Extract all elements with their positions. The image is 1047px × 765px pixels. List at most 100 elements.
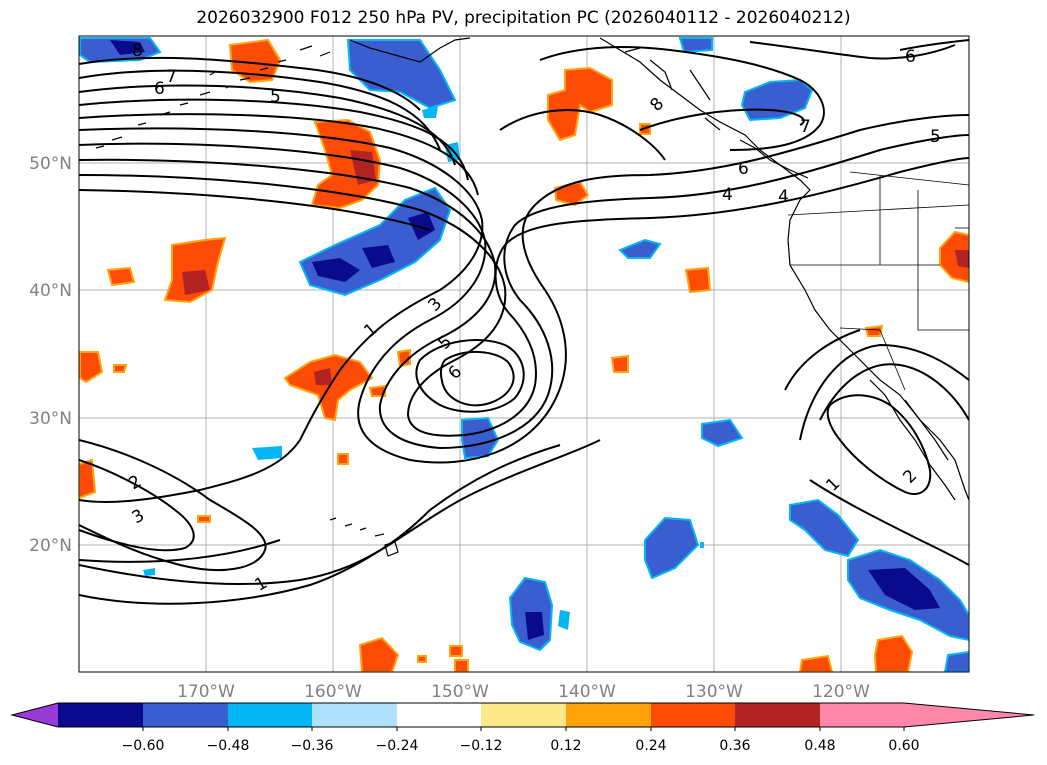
lat-label-40n: 40°N: [29, 281, 72, 301]
precip-blob: [417, 655, 427, 663]
pv-contour: [79, 134, 969, 450]
colorbar-tick-label: −0.36: [291, 738, 334, 754]
political-borders: [787, 171, 969, 391]
contour-label: 5: [930, 127, 941, 147]
map-title: 2026032900 F012 250 hPa PV, precipitatio…: [196, 8, 851, 28]
lon-label-120w: 120°W: [812, 682, 870, 702]
latitude-labels: 50°N 40°N 30°N 20°N: [29, 154, 72, 556]
precip-blob: [454, 659, 469, 672]
colorbar-tick-label: −0.12: [460, 738, 503, 754]
lat-label-30n: 30°N: [29, 409, 72, 429]
contour-label: 6: [905, 47, 916, 67]
pv-contour: [79, 189, 431, 231]
pv-contour: [539, 46, 825, 151]
contour-label: 7: [166, 67, 177, 87]
pv-contour: [784, 329, 861, 391]
colorbar-segment: [228, 703, 312, 727]
pv-contour: [79, 56, 421, 111]
contour-label: 7: [800, 117, 811, 137]
precip-blob: [408, 212, 435, 240]
colorbar-segment: [143, 703, 228, 727]
colorbar-tick-label: 0.60: [888, 738, 919, 754]
colorbar-segment: [58, 703, 143, 727]
colorbar-tick-label: −0.48: [207, 738, 250, 754]
pv-contour: [439, 350, 515, 407]
lat-label-20n: 20°N: [29, 536, 72, 556]
contour-label: 6: [738, 159, 749, 179]
pv-contours: [79, 39, 969, 605]
precip-blob: [684, 266, 712, 294]
pv-contour: [79, 157, 969, 437]
precip-negative-areas: [79, 37, 969, 672]
precip-blob: [252, 446, 282, 460]
precip-blob: [547, 66, 613, 142]
colorbar-tick-label: −0.60: [122, 738, 165, 754]
precip-blob: [525, 612, 544, 640]
lat-label-50n: 50°N: [29, 154, 72, 174]
pv-contour: [799, 343, 969, 441]
precip-blob: [422, 106, 438, 118]
contour-label: 8: [132, 41, 143, 61]
precip-blob: [106, 266, 136, 287]
pv-contour: [79, 84, 456, 166]
colorbar-segment: [481, 703, 566, 727]
pv-contour: [79, 114, 969, 464]
precip-blob: [362, 245, 395, 268]
precip-blob: [618, 238, 662, 259]
precip-blob: [396, 348, 411, 368]
precip-blob: [864, 324, 884, 337]
pv-contour: [819, 363, 969, 421]
lon-label-150w: 150°W: [431, 682, 489, 702]
precip-blob: [868, 568, 940, 610]
precip-blob: [228, 38, 282, 84]
pv-contour: [899, 39, 969, 51]
precip-blob: [873, 634, 914, 672]
map-background: [79, 36, 969, 672]
precip-blob: [610, 354, 629, 373]
colorbar-tick-label: 0.36: [719, 738, 750, 754]
coastlines: [95, 37, 969, 557]
longitude-labels: 170°W 160°W 150°W 140°W 130°W 120°W: [177, 682, 870, 702]
colorbar-segment: [820, 703, 904, 727]
precip-blob: [558, 610, 570, 630]
lon-label-140w: 140°W: [558, 682, 616, 702]
pv-contour: [79, 439, 267, 571]
pv-contour: [79, 539, 281, 563]
precip-blob: [449, 645, 463, 657]
precip-blob: [368, 384, 386, 397]
precip-blob: [182, 270, 210, 295]
colorbar-tick-label: 0.24: [635, 738, 666, 754]
colorbar-segment: [735, 703, 820, 727]
colorbar-segment: [312, 703, 397, 727]
pv-contour: [79, 98, 469, 181]
colorbar-tick-label: −0.24: [376, 738, 419, 754]
precip-blob: [955, 250, 969, 268]
precip-blob: [644, 516, 700, 580]
precip-blob: [337, 453, 349, 465]
pv-contour: [79, 459, 195, 552]
colorbar-left-extension: [12, 703, 58, 727]
pv-contour: [79, 69, 441, 151]
precip-blob: [163, 236, 227, 304]
contour-label: 5: [270, 87, 281, 107]
precip-blob: [700, 542, 704, 548]
lon-label-160w: 160°W: [304, 682, 362, 702]
pv-contour: [79, 113, 479, 196]
lon-label-170w: 170°W: [177, 682, 235, 702]
pv-contour: [499, 109, 666, 161]
pv-contour: [809, 479, 969, 566]
precip-blob: [110, 40, 145, 55]
pv-contour: [826, 394, 932, 495]
pv-contour: [79, 439, 601, 605]
precip-blob: [79, 351, 104, 384]
precip-blob: [113, 364, 128, 373]
precip-blob: [312, 258, 360, 282]
precip-blob: [943, 650, 969, 672]
pv-contour: [79, 127, 484, 503]
colorbar-tick-label: 0.48: [804, 738, 835, 754]
pv-contour: [749, 41, 956, 60]
colorbar-segment: [397, 703, 481, 727]
precip-blob: [678, 37, 713, 54]
colorbar-segment: [566, 703, 651, 727]
